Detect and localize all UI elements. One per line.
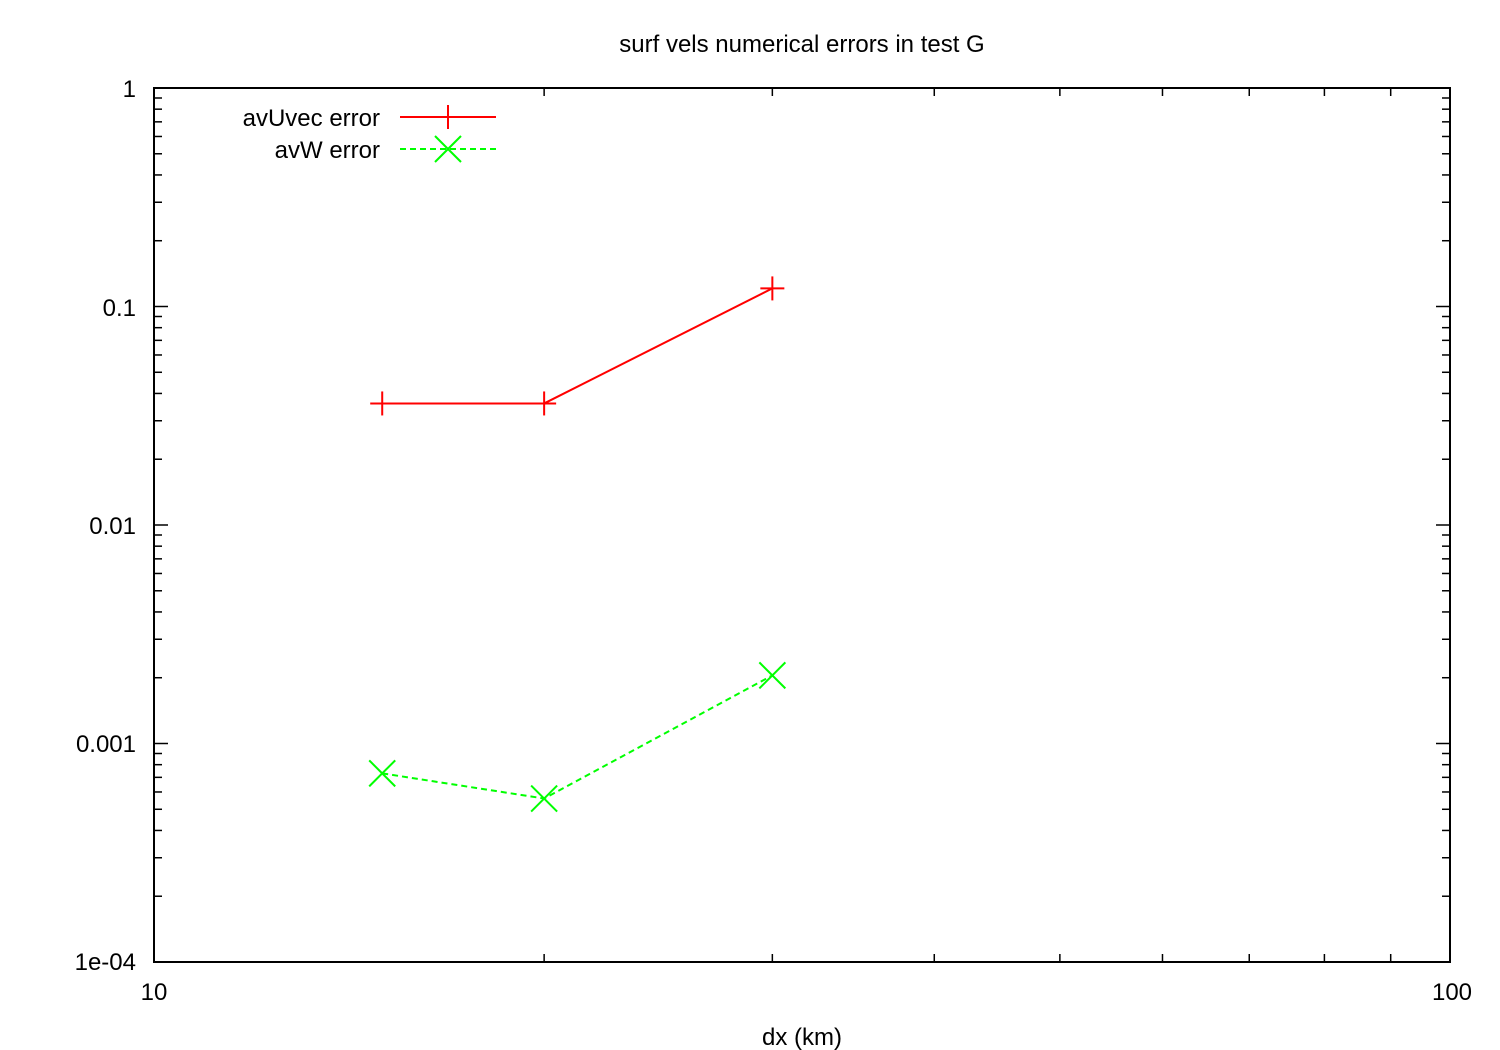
series-line-avw (382, 674, 773, 800)
legend-marker-avw (434, 135, 462, 163)
point-avw-2 (758, 661, 787, 690)
point-avuvec-0 (370, 391, 395, 416)
chart-title: surf vels numerical errors in test G (619, 31, 984, 58)
legend-label-avw: avW error (275, 137, 380, 164)
legend-label-avuvec: avUvec error (243, 105, 380, 132)
point-avw-2-b (758, 661, 787, 690)
x-tick-labels: 10 100 (141, 979, 1472, 1006)
point-avw-0-b (368, 759, 396, 788)
axes (153, 87, 1451, 963)
x-tick-label-10: 10 (141, 979, 168, 1006)
y-tick-label-0.01: 0.01 (89, 513, 136, 540)
y-tick-label-0.001: 0.001 (76, 731, 136, 758)
point-avuvec-1 (532, 391, 557, 416)
y-tick-labels: 1e-04 0.001 0.01 0.1 1 (75, 76, 136, 976)
y-tick-label-0.1: 0.1 (103, 295, 136, 322)
y-tick-label-1e-04: 1e-04 (75, 949, 136, 976)
y-tick-label-1: 1 (123, 76, 136, 103)
legend-marker-avuvec (436, 105, 460, 129)
series (368, 276, 787, 813)
point-avw-1 (530, 784, 558, 813)
point-avuvec-2 (760, 276, 785, 301)
legend: avUvec error avW error (243, 105, 496, 164)
plot-frame (153, 87, 1451, 963)
legend-marker-avw-b (434, 135, 462, 163)
x-axis-label: dx (km) (762, 1024, 842, 1050)
point-avw-1-b (530, 784, 558, 813)
point-avw-0 (368, 759, 396, 788)
x-tick-label-100: 100 (1432, 979, 1472, 1006)
series-line-avuvec (382, 287, 773, 405)
